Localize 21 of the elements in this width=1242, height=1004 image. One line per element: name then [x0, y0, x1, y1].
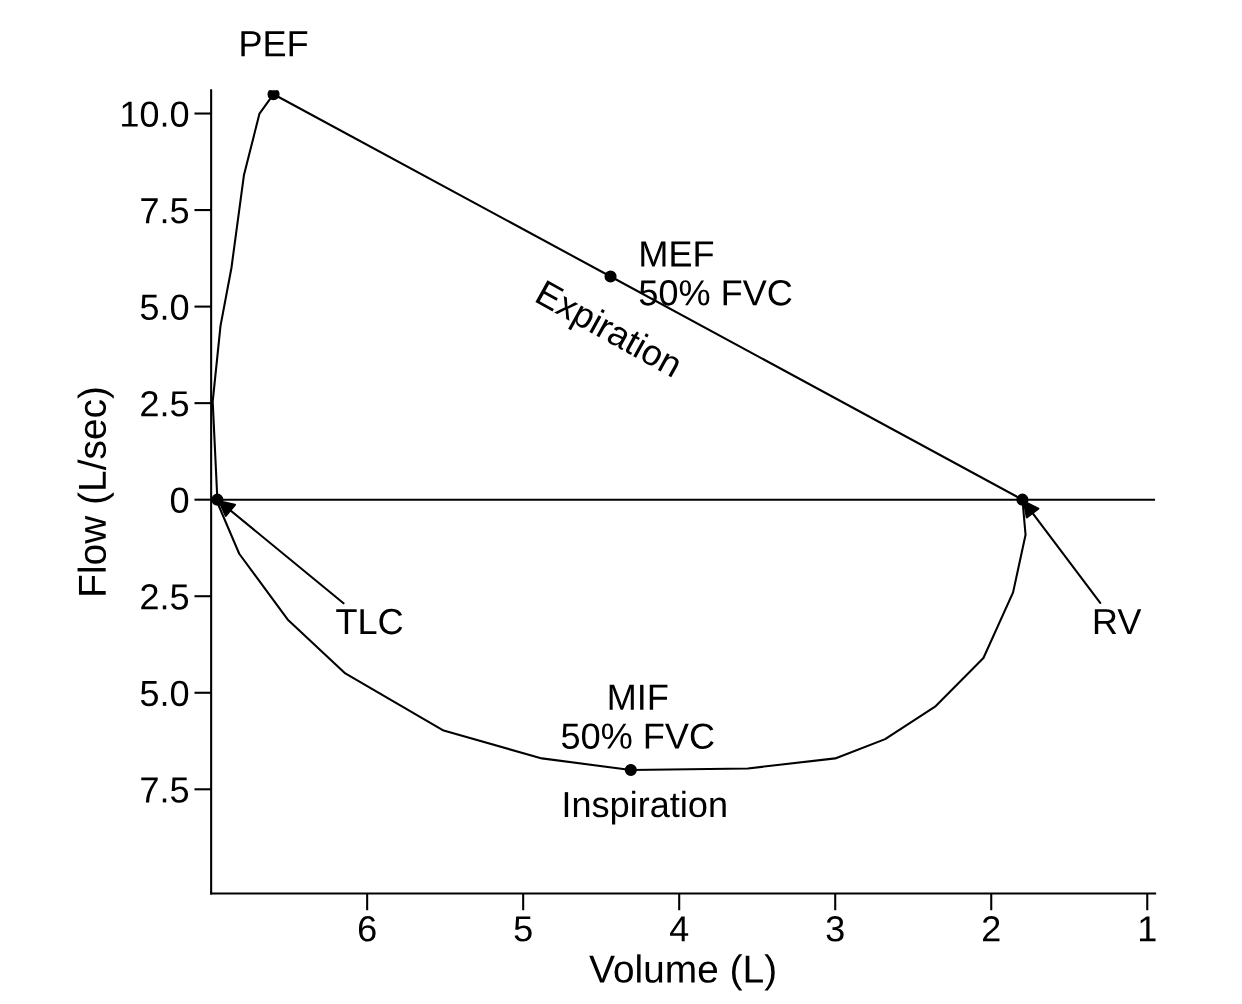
annotation: Inspiration: [564, 790, 726, 825]
annotation: MIF 50% FVC: [561, 684, 714, 749]
x-tick-label: 3: [826, 916, 844, 942]
x-tick-label: 6: [358, 916, 376, 942]
annotation: PEF: [241, 31, 308, 57]
y-tick-label: 0: [170, 487, 189, 514]
x-tick-label: 1: [1139, 916, 1156, 942]
y-tick-label: 5.0: [140, 680, 189, 707]
y-tick-label: 2.5: [141, 584, 189, 610]
x-tick-label: 5: [514, 916, 532, 942]
x-tick-label: 2: [983, 916, 1000, 942]
y-tick-label: 7.5: [141, 198, 189, 224]
y-tick-label: 7.5: [141, 777, 189, 803]
annotation: TLC: [336, 608, 403, 635]
x-axis-title: Volume (L): [589, 954, 775, 991]
x-tick-label: 4: [669, 916, 689, 942]
y-tick-label: 10.0: [122, 101, 189, 127]
y-tick-label: 5.0: [140, 294, 189, 321]
annotation: RV: [1094, 609, 1142, 635]
y-tick-label: 2.5: [141, 391, 189, 417]
y-axis-title: Flow (L/sec): [77, 388, 114, 595]
